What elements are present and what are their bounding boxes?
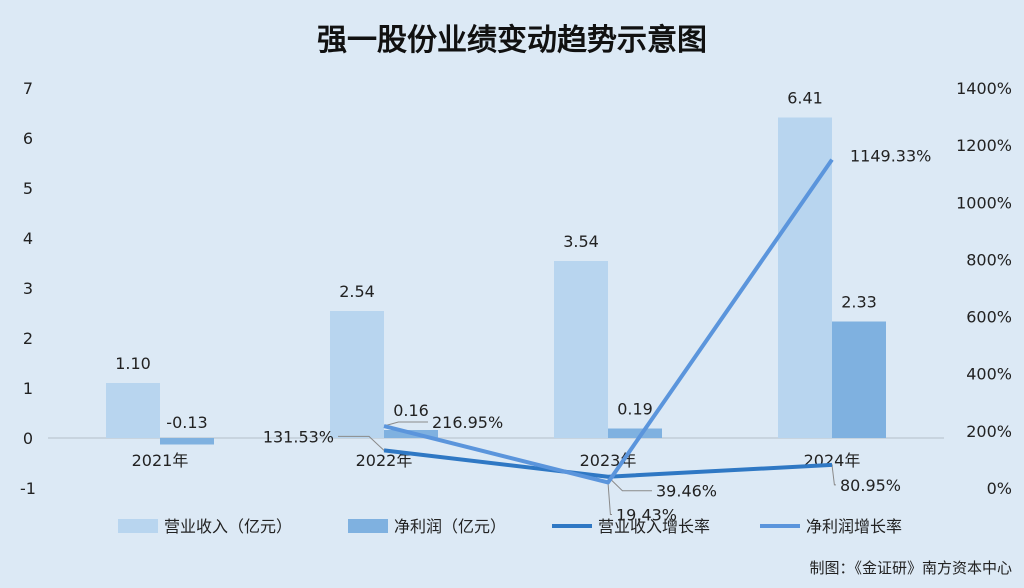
legend-label: 净利润（亿元） bbox=[394, 517, 506, 536]
legend-label: 营业收入增长率 bbox=[598, 517, 710, 536]
net-profit-growth-line bbox=[383, 158, 834, 485]
revenue-growth-label: 131.53% bbox=[263, 427, 334, 446]
legend: 营业收入（亿元） 净利润（亿元） 营业收入增长率 净利润增长率 bbox=[118, 517, 902, 536]
y-right-tick-label: 400% bbox=[966, 365, 1012, 384]
net-profit-bar bbox=[608, 428, 662, 438]
label-leader-line bbox=[338, 435, 385, 451]
legend-label: 营业收入（亿元） bbox=[164, 517, 292, 536]
label-leader-line bbox=[607, 476, 652, 492]
y-right-tick-label: 1400% bbox=[956, 79, 1012, 98]
chart-title: 强一股份业绩变动趋势示意图 bbox=[317, 23, 707, 58]
y-right-tick-label: 800% bbox=[966, 250, 1012, 269]
y-left-tick-label: 2 bbox=[23, 329, 33, 348]
x-tick-label: 2022年 bbox=[356, 451, 413, 470]
net-profit-value-label: 0.16 bbox=[393, 401, 429, 420]
y-left-tick-label: 0 bbox=[23, 429, 33, 448]
revenue-bar bbox=[330, 311, 384, 438]
y-right-tick-label: 200% bbox=[966, 422, 1012, 441]
y-left-tick-label: 5 bbox=[23, 179, 33, 198]
net-profit-bar bbox=[160, 438, 214, 445]
net-profit-value-label: -0.13 bbox=[166, 413, 207, 432]
bars bbox=[106, 117, 886, 445]
revenue-value-label: 3.54 bbox=[563, 232, 599, 251]
y-left-tick-label: 7 bbox=[23, 79, 33, 98]
net-profit-growth-label: 216.95% bbox=[432, 413, 503, 432]
label-leader-lines bbox=[338, 421, 836, 515]
revenue-bar bbox=[778, 117, 832, 438]
y-left-tick-label: 3 bbox=[23, 279, 33, 298]
revenue-growth-line bbox=[383, 448, 833, 479]
label-leader-line bbox=[607, 482, 612, 515]
revenue-bar bbox=[554, 261, 608, 438]
label-leader-line bbox=[831, 464, 836, 486]
y-right-tick-label: 1000% bbox=[956, 193, 1012, 212]
y-left-tick-label: 6 bbox=[23, 129, 33, 148]
x-tick-label: 2021年 bbox=[132, 451, 189, 470]
y-left-tick-label: -1 bbox=[20, 479, 36, 498]
data-labels: 1.10 2.54 3.54 6.41 -0.13 0.16 0.19 2.33 131.53%… bbox=[115, 89, 931, 525]
y-left-tick-label: 1 bbox=[23, 379, 33, 398]
source-note: 制图：《金证研》南方资本中心 bbox=[809, 559, 1012, 577]
revenue-value-label: 2.54 bbox=[339, 282, 375, 301]
net-profit-bar bbox=[832, 321, 886, 438]
net-profit-growth-label: 19.43% bbox=[616, 505, 677, 524]
net-profit-value-label: 0.19 bbox=[617, 400, 653, 419]
y-right-tick-label: 600% bbox=[966, 308, 1012, 327]
revenue-bar bbox=[106, 383, 160, 438]
y-left-tick-label: 4 bbox=[23, 229, 33, 248]
revenue-value-label: 1.10 bbox=[115, 354, 151, 373]
net-profit-growth-label: 1149.33% bbox=[850, 147, 931, 166]
net-profit-value-label: 2.33 bbox=[841, 293, 877, 312]
y-right-tick-label: 0% bbox=[987, 479, 1012, 498]
revenue-growth-label: 39.46% bbox=[656, 482, 717, 501]
y-left-axis: -1 0 1 2 3 4 5 6 7 bbox=[20, 79, 36, 498]
legend-swatch bbox=[348, 519, 388, 533]
revenue-growth-label: 80.95% bbox=[840, 476, 901, 495]
growth-lines bbox=[383, 158, 834, 485]
legend-label: 净利润增长率 bbox=[806, 517, 902, 536]
label-leader-line bbox=[383, 421, 428, 427]
revenue-value-label: 6.41 bbox=[787, 89, 823, 108]
legend-swatch bbox=[118, 519, 158, 533]
y-right-tick-label: 1200% bbox=[956, 136, 1012, 155]
y-right-axis: 0% 200% 400% 600% 800% 1000% 1200% 1400% bbox=[956, 79, 1012, 498]
